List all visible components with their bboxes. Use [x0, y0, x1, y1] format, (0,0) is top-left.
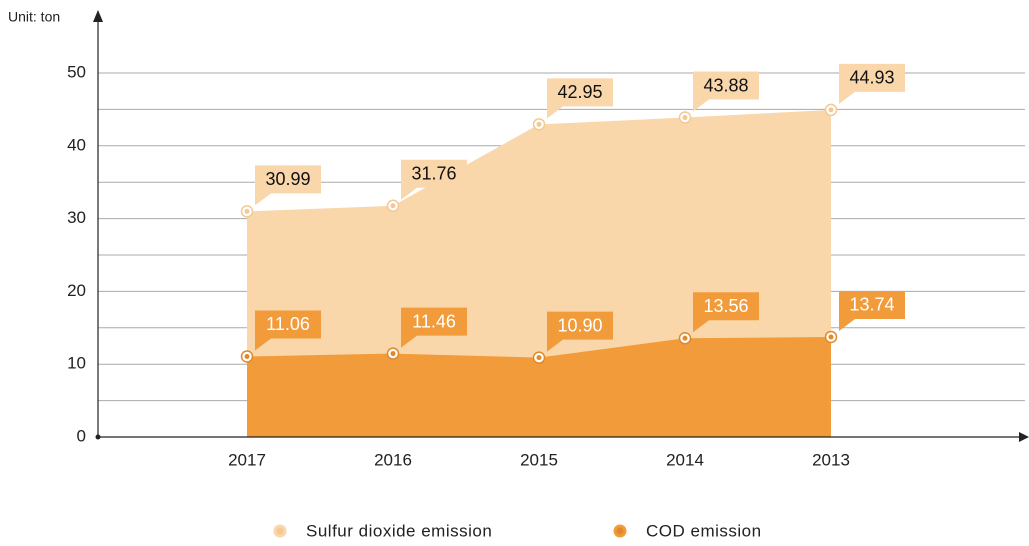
value-label-box: [547, 311, 613, 352]
x-axis-arrow: [1019, 432, 1029, 442]
value-label-box: [547, 78, 613, 119]
point-core: [536, 121, 542, 127]
origin-dot: [95, 434, 101, 440]
x-tick-label: 2014: [666, 450, 704, 469]
value-label: 43.88: [703, 75, 748, 95]
y-tick-label: 30: [67, 208, 86, 227]
y-tick-label: 40: [67, 135, 86, 154]
x-tick-label: 2015: [520, 450, 558, 469]
point-core: [682, 335, 688, 341]
value-label-box: [255, 310, 321, 351]
x-tick-label: 2013: [812, 450, 850, 469]
value-label-box: [401, 307, 467, 348]
value-label: 11.06: [266, 314, 310, 334]
value-label: 30.99: [265, 169, 310, 189]
value-label: 11.46: [412, 311, 456, 331]
y-tick-label: 50: [67, 62, 86, 81]
value-label-box: [693, 292, 759, 333]
x-tick-label: 2016: [374, 450, 412, 469]
point-core: [536, 355, 542, 361]
y-unit-label: Unit: ton: [8, 9, 60, 25]
value-label-box: [401, 159, 467, 200]
legend-label: COD emission: [646, 521, 762, 540]
point-core: [390, 203, 396, 209]
area: [247, 336, 831, 437]
value-label: 42.95: [557, 82, 602, 102]
value-label: 31.76: [411, 164, 456, 184]
value-label: 13.74: [849, 295, 894, 315]
value-label: 10.90: [557, 315, 602, 335]
point-core: [390, 351, 396, 357]
value-label-box: [839, 63, 905, 104]
point-core: [244, 353, 250, 359]
point-core: [828, 334, 834, 340]
legend-marker-core: [616, 527, 624, 535]
x-tick-label: 2017: [228, 450, 266, 469]
value-label-box: [839, 290, 905, 331]
y-tick-label: 20: [67, 281, 86, 300]
value-label-box: [255, 165, 321, 206]
value-label-box: [693, 71, 759, 112]
point-core: [682, 115, 688, 121]
point-core: [244, 208, 250, 214]
y-tick-label: 0: [77, 426, 86, 445]
y-axis-arrow: [93, 10, 103, 22]
point-core: [828, 107, 834, 113]
value-label: 13.56: [703, 296, 748, 316]
value-label: 44.93: [849, 68, 894, 88]
legend-label: Sulfur dioxide emission: [306, 521, 492, 540]
legend-marker-core: [276, 527, 284, 535]
y-tick-label: 10: [67, 354, 86, 373]
